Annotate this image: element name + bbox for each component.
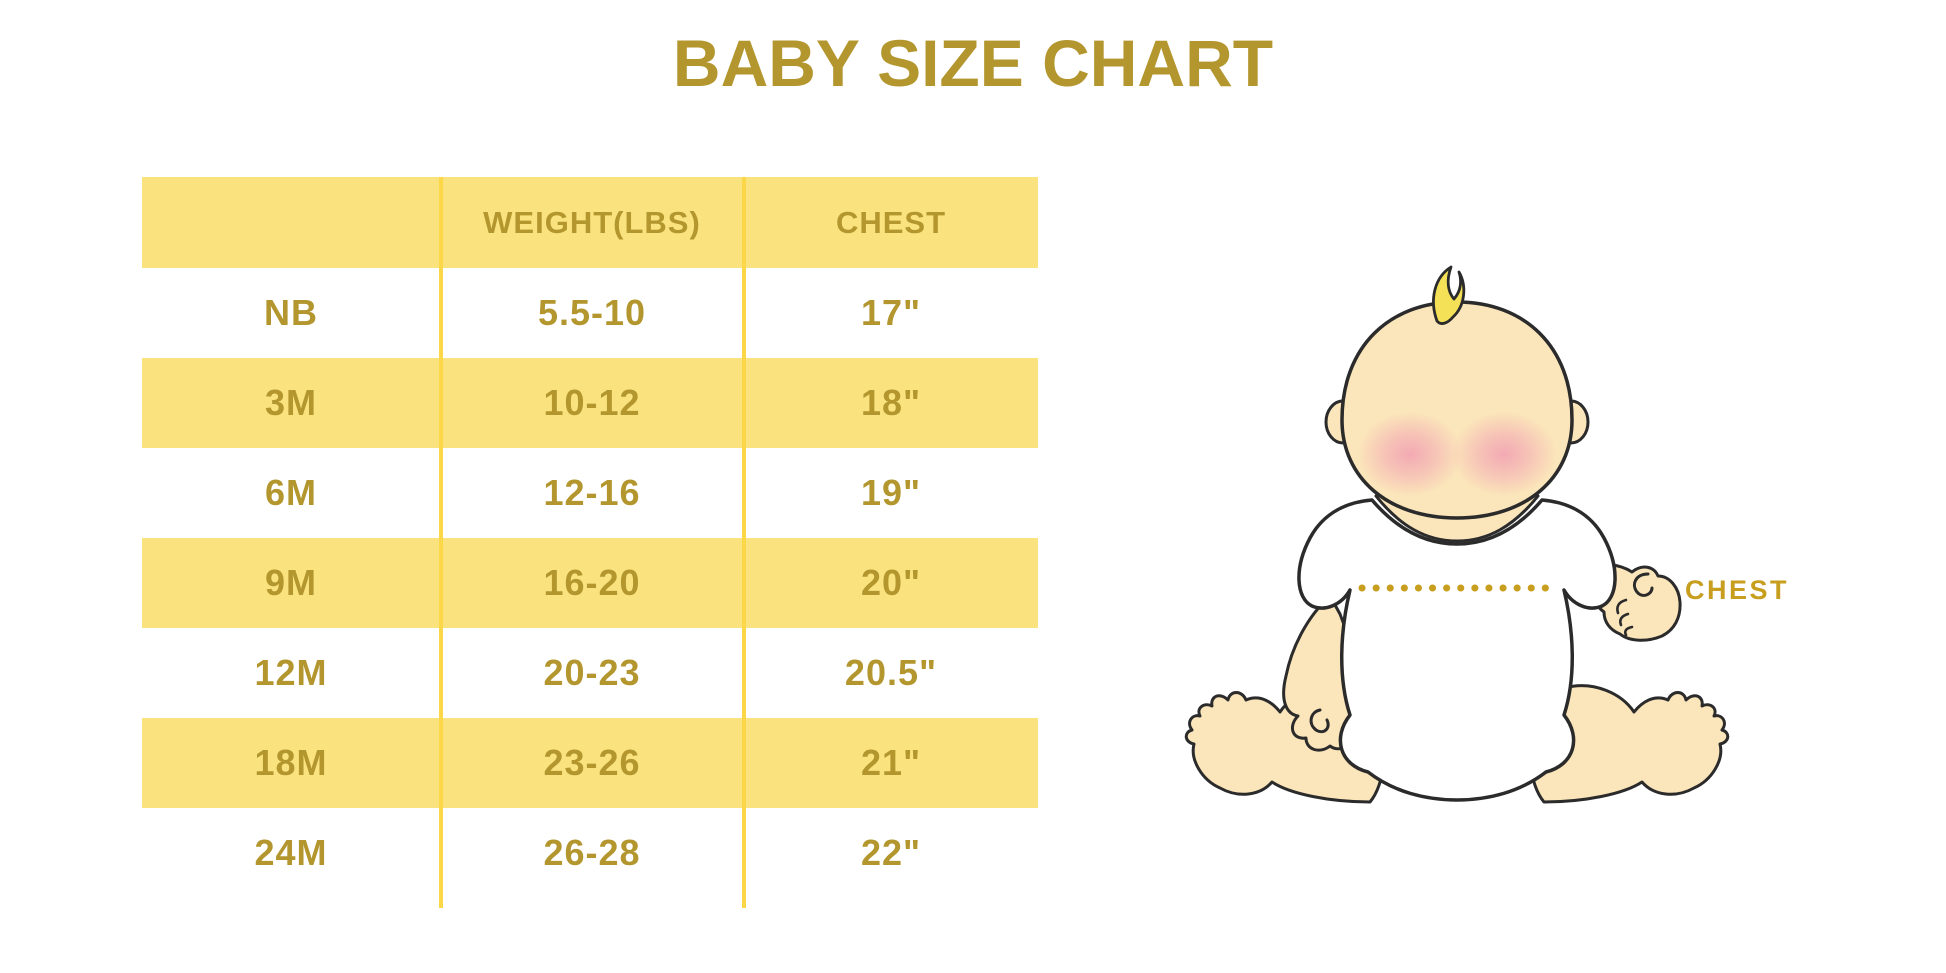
size-cell: 9M <box>264 562 317 603</box>
table-row: 24M 26-28 22" <box>142 808 1038 898</box>
chest-cell: 17" <box>860 292 922 333</box>
chest-cell: 19" <box>860 472 922 513</box>
weight-cell: 26-28 <box>543 832 641 873</box>
baby-right-thumb-curl <box>1633 572 1654 597</box>
col-header-chest: CHEST <box>835 204 947 240</box>
column-divider <box>439 177 443 908</box>
chest-cell: 21" <box>860 742 922 783</box>
table-row: 6M 12-16 19" <box>142 448 1038 538</box>
table-row: NB 5.5-10 17" <box>142 268 1038 358</box>
table-row: 12M 20-23 20.5" <box>142 628 1038 718</box>
table-row: 18M 23-26 21" <box>142 718 1038 808</box>
column-divider <box>742 177 746 908</box>
chest-cell: 20" <box>860 562 922 603</box>
weight-cell: 10-12 <box>543 382 641 423</box>
baby-shirt <box>1297 498 1617 802</box>
chest-cell: 18" <box>860 382 922 423</box>
baby-illustration: CHEST <box>1180 250 1820 810</box>
table-row: 3M 10-12 18" <box>142 358 1038 448</box>
baby-hair-icon <box>1432 265 1466 325</box>
weight-cell: 5.5-10 <box>537 292 647 333</box>
page-title: BABY SIZE CHART <box>672 26 1274 100</box>
weight-cell: 23-26 <box>543 742 641 783</box>
weight-cell: 12-16 <box>543 472 641 513</box>
baby-left-hand-curl <box>1309 708 1330 734</box>
table-row: 9M 16-20 20" <box>142 538 1038 628</box>
size-table: WEIGHT(LBS) CHEST NB 5.5-10 17" 3M 10-12… <box>142 177 1038 908</box>
baby-right-leg <box>1527 684 1730 804</box>
baby-illustration-svg: CHEST <box>1184 265 1789 804</box>
weight-cell: 16-20 <box>543 562 641 603</box>
size-cell: 18M <box>254 742 328 783</box>
weight-cell: 20-23 <box>543 652 641 693</box>
size-cell: 24M <box>254 832 328 873</box>
chest-label: CHEST <box>1685 575 1789 605</box>
size-cell: 6M <box>264 472 317 513</box>
baby-blush-left <box>1358 412 1462 496</box>
table-header-row: WEIGHT(LBS) CHEST <box>142 177 1038 268</box>
size-cell: 3M <box>264 382 317 423</box>
baby-right-finger-curls <box>1616 598 1634 637</box>
col-header-weight: WEIGHT(LBS) <box>483 204 701 240</box>
chest-cell: 22" <box>860 832 922 873</box>
size-cell: 12M <box>254 652 328 693</box>
baby-blush-right <box>1452 412 1556 496</box>
size-cell: NB <box>264 292 318 333</box>
chest-cell: 20.5" <box>844 652 938 693</box>
